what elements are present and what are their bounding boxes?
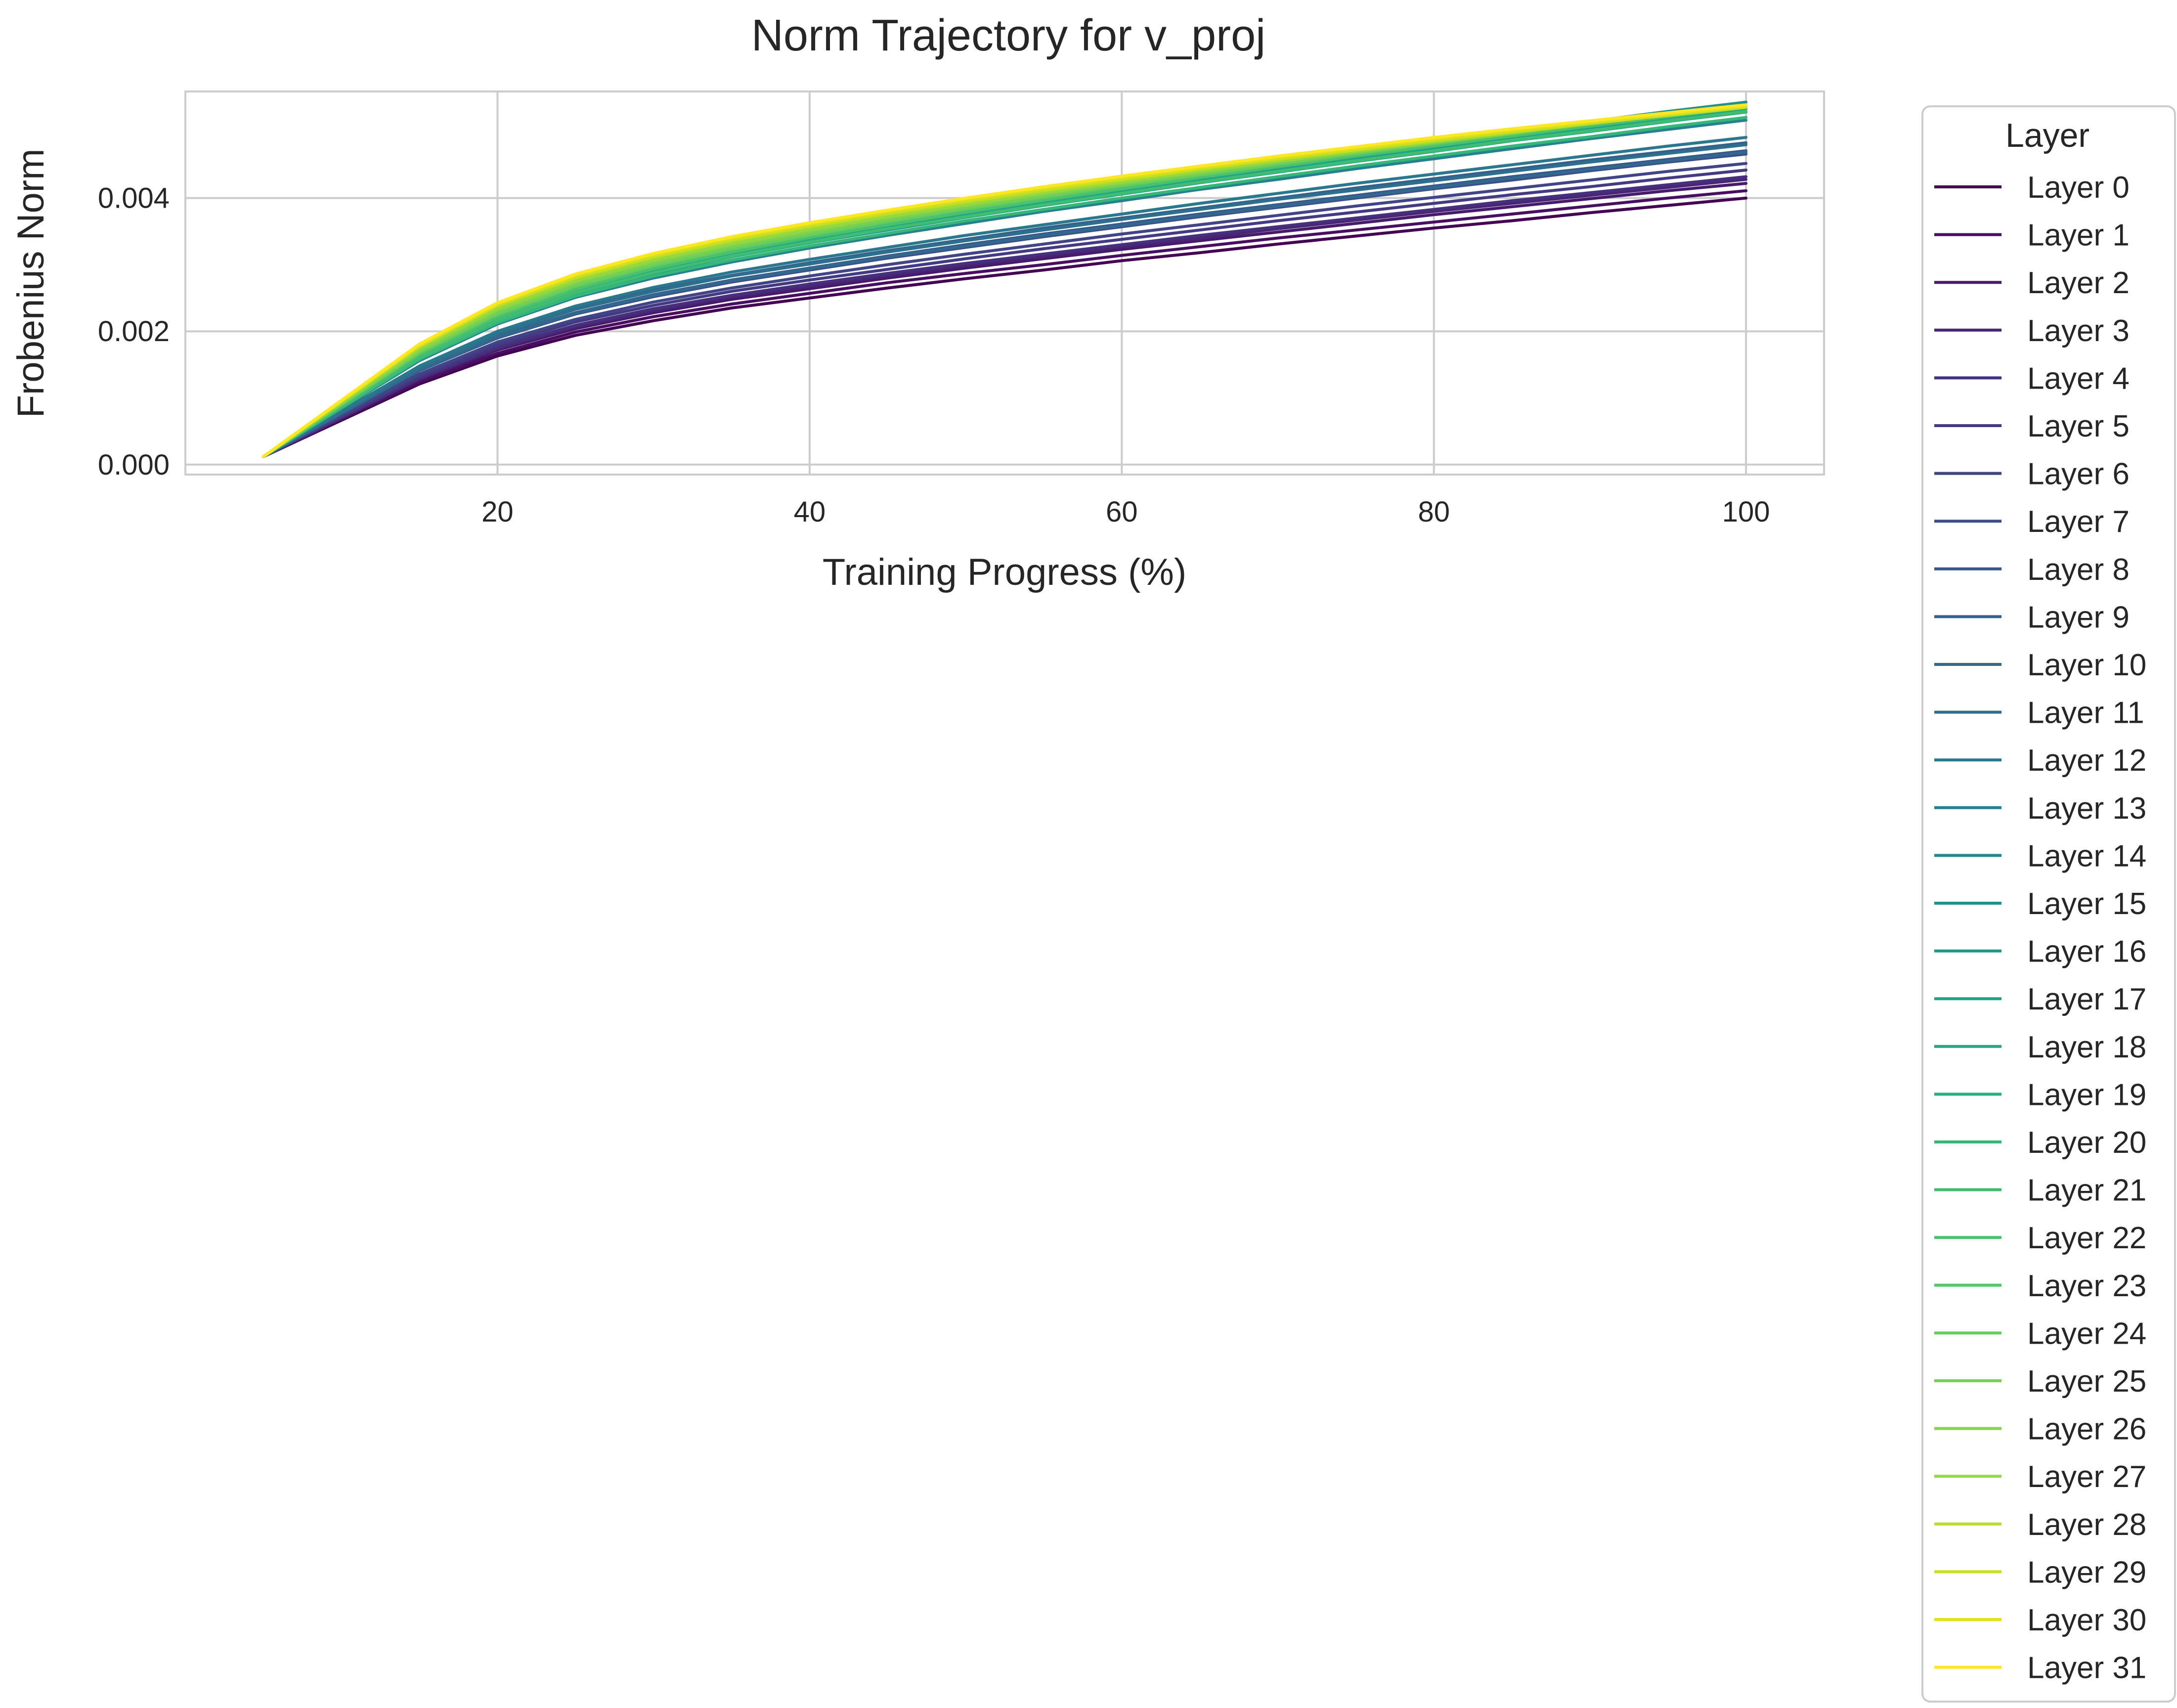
legend-label: Layer 15 — [2027, 887, 2146, 921]
legend-label: Layer 0 — [2027, 171, 2130, 205]
series-line-layer-20 — [261, 116, 1748, 458]
legend-title: Layer — [2005, 117, 2090, 154]
chart-title: Norm Trajectory for v_proj — [751, 11, 1265, 60]
y-tick-label: 0.000 — [98, 449, 170, 481]
y-axis-label: Frobenius Norm — [10, 149, 52, 418]
legend-label: Layer 3 — [2027, 314, 2130, 348]
series-line-layer-12 — [261, 136, 1748, 458]
legend-label: Layer 6 — [2027, 457, 2130, 491]
series-line-layer-11 — [261, 143, 1748, 458]
legend-frame — [1921, 105, 2176, 1703]
series-line-layer-4 — [261, 175, 1748, 458]
legend-label: Layer 12 — [2027, 744, 2146, 778]
legend-label: Layer 29 — [2027, 1555, 2146, 1589]
legend-label: Layer 28 — [2027, 1508, 2146, 1542]
legend-label: Layer 24 — [2027, 1316, 2146, 1351]
legend-label: Layer 5 — [2027, 409, 2130, 443]
legend-label: Layer 14 — [2027, 839, 2146, 873]
legend-label: Layer 9 — [2027, 600, 2130, 634]
series-line-layer-31 — [261, 103, 1748, 458]
legend-label: Layer 31 — [2027, 1651, 2146, 1685]
series-layer — [261, 100, 1748, 458]
series-line-layer-2 — [261, 182, 1748, 458]
plot-frame — [184, 90, 1825, 476]
legend-label: Layer 27 — [2027, 1460, 2146, 1494]
legend-label: Layer 25 — [2027, 1364, 2146, 1399]
series-line-layer-6 — [261, 162, 1748, 458]
legend-label: Layer 26 — [2027, 1412, 2146, 1446]
legend-label: Layer 13 — [2027, 791, 2146, 826]
legend-label: Layer 18 — [2027, 1030, 2146, 1064]
x-tick-label: 80 — [1418, 496, 1450, 528]
legend-label: Layer 23 — [2027, 1269, 2146, 1303]
series-line-layer-21 — [261, 110, 1748, 458]
series-line-layer-0 — [261, 196, 1748, 458]
y-tick-label: 0.002 — [98, 315, 170, 348]
legend-label: Layer 20 — [2027, 1126, 2146, 1160]
x-tick-label: 40 — [794, 496, 826, 528]
x-tick-label: 20 — [481, 496, 514, 528]
series-line-layer-10 — [261, 150, 1748, 458]
legend-label: Layer 21 — [2027, 1174, 2146, 1208]
legend-label: Layer 4 — [2027, 361, 2130, 395]
legend-label: Layer 10 — [2027, 648, 2146, 682]
x-tick-label: 100 — [1722, 496, 1770, 528]
legend: Layer Layer 0 Layer 1 Layer 2 Layer 3 Layer … — [1921, 105, 2176, 1703]
x-tick-label: 60 — [1106, 496, 1138, 528]
legend-label: Layer 19 — [2027, 1078, 2146, 1112]
legend-label: Layer 30 — [2027, 1603, 2146, 1637]
series-line-layer-5 — [261, 169, 1748, 458]
tick-layer: 20 40 60 80 100 0.000 0.002 0.004 — [98, 182, 1770, 528]
y-tick-label: 0.004 — [98, 182, 170, 215]
series-line-layer-1 — [261, 189, 1748, 458]
legend-label: Layer 7 — [2027, 505, 2130, 539]
legend-label: Layer 11 — [2027, 696, 2144, 730]
legend-label: Layer 16 — [2027, 935, 2146, 969]
legend-label: Layer 17 — [2027, 982, 2146, 1016]
legend-label: Layer 2 — [2027, 266, 2130, 300]
series-line-layer-22 — [261, 106, 1748, 458]
legend-label: Layer 22 — [2027, 1221, 2146, 1255]
x-axis-label: Training Progress (%) — [823, 551, 1186, 593]
legend-label: Layer 1 — [2027, 219, 2130, 253]
legend-label: Layer 8 — [2027, 553, 2130, 587]
